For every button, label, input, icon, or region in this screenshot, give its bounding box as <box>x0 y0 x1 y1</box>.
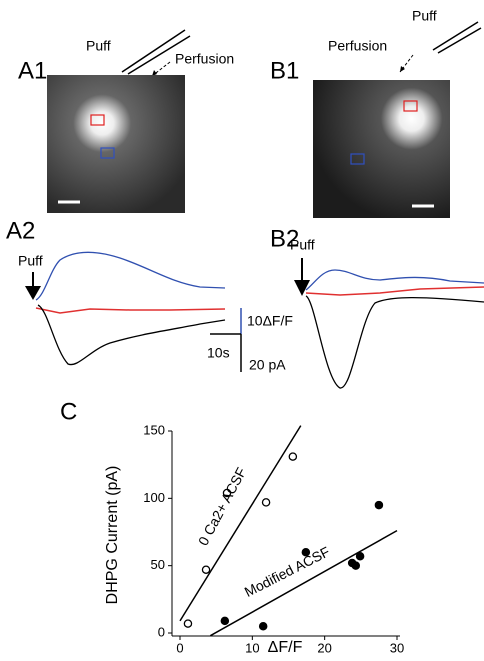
x-tick-label: 30 <box>390 640 404 655</box>
scale-label: 20 pA <box>249 357 286 373</box>
fit-line <box>179 425 302 622</box>
point <box>301 547 311 557</box>
image <box>47 75 185 213</box>
point <box>374 500 384 510</box>
point <box>258 622 268 631</box>
pipette <box>121 29 191 75</box>
point <box>288 452 298 461</box>
point <box>183 619 193 628</box>
point <box>355 551 365 561</box>
panel-label: A1 <box>18 57 47 84</box>
fit-line <box>210 529 398 637</box>
trace <box>37 304 226 366</box>
point <box>201 565 211 574</box>
x-tick-label: 20 <box>317 640 331 655</box>
arrow-head <box>400 66 405 72</box>
puff-label: Puff <box>86 38 111 54</box>
point <box>220 616 230 626</box>
x-tick-label: 0 <box>176 640 183 655</box>
y-tick-label: 0 <box>158 624 165 639</box>
panel-label: B1 <box>270 57 299 84</box>
trace <box>35 307 226 314</box>
scale-label: 10ΔF/F <box>247 313 293 329</box>
pipette <box>432 21 482 54</box>
y-tick-label: 150 <box>143 422 165 437</box>
x-axis-label: ΔF/F <box>268 639 303 656</box>
roi <box>403 100 418 112</box>
trace <box>305 286 484 296</box>
arrow <box>151 61 171 77</box>
perfusion-label: Perfusion <box>175 51 234 67</box>
arrow-head <box>152 70 157 76</box>
image <box>313 80 450 218</box>
roi <box>350 153 365 165</box>
point <box>222 488 232 498</box>
perfusion-label: Perfusion <box>328 38 387 54</box>
panel-label: A2 <box>6 217 35 244</box>
point <box>351 561 361 570</box>
y-tick-label: 100 <box>143 490 165 505</box>
puff-label: Puff <box>412 8 437 24</box>
puff-label: Puff <box>18 253 43 269</box>
trace <box>35 251 226 301</box>
y-tick-label: 50 <box>151 557 165 572</box>
arrow-head <box>25 286 41 300</box>
scale-label: 10s <box>207 345 230 361</box>
series-label: Modified ACSF <box>242 543 332 600</box>
arrow-head <box>294 280 310 296</box>
y-axis-label: DHPG Current (pA) <box>104 466 121 605</box>
puff-label: Puff <box>290 237 315 253</box>
trace <box>305 269 484 291</box>
x-tick-label: 10 <box>245 640 259 655</box>
roi <box>100 147 115 159</box>
roi <box>90 114 105 126</box>
panel-label: C <box>60 398 77 425</box>
series-label: 0 Ca2+ ACSF <box>195 465 250 548</box>
panel-label: B2 <box>270 225 299 252</box>
trace <box>305 295 484 389</box>
point <box>261 498 271 507</box>
